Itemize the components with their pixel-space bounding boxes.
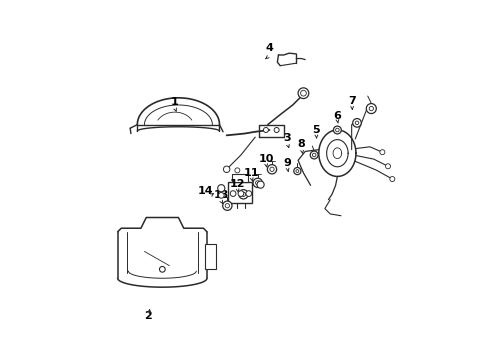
Text: 3: 3 xyxy=(283,133,290,143)
Bar xyxy=(205,244,216,269)
Circle shape xyxy=(312,153,315,157)
Circle shape xyxy=(245,191,251,197)
Text: 4: 4 xyxy=(265,43,273,53)
Circle shape xyxy=(293,167,300,175)
Circle shape xyxy=(366,104,376,113)
Circle shape xyxy=(263,127,268,132)
Circle shape xyxy=(335,128,339,132)
Circle shape xyxy=(300,90,305,96)
Circle shape xyxy=(352,118,361,127)
Text: 11: 11 xyxy=(244,168,259,178)
Circle shape xyxy=(269,167,274,171)
Text: 13: 13 xyxy=(213,190,228,200)
Bar xyxy=(231,174,247,182)
Circle shape xyxy=(309,151,317,159)
Circle shape xyxy=(253,178,262,188)
Circle shape xyxy=(368,107,373,111)
Circle shape xyxy=(225,203,229,208)
Text: 5: 5 xyxy=(311,125,319,135)
Text: 8: 8 xyxy=(297,139,305,149)
Circle shape xyxy=(222,201,231,210)
Text: 2: 2 xyxy=(144,311,152,321)
Circle shape xyxy=(238,190,247,199)
Circle shape xyxy=(257,181,264,188)
Circle shape xyxy=(354,121,358,125)
Circle shape xyxy=(218,193,224,198)
Circle shape xyxy=(238,191,244,197)
Circle shape xyxy=(255,181,259,185)
Circle shape xyxy=(274,127,279,132)
Circle shape xyxy=(295,170,298,172)
Circle shape xyxy=(241,192,245,197)
Circle shape xyxy=(298,88,308,99)
Text: 14: 14 xyxy=(197,186,213,197)
Circle shape xyxy=(230,191,235,197)
Circle shape xyxy=(217,185,224,192)
Text: 10: 10 xyxy=(258,154,273,163)
Circle shape xyxy=(234,168,240,173)
Circle shape xyxy=(379,150,384,155)
Circle shape xyxy=(385,164,390,169)
Text: 9: 9 xyxy=(283,158,291,168)
Bar xyxy=(228,182,251,203)
Text: 7: 7 xyxy=(347,96,355,107)
Circle shape xyxy=(333,126,341,134)
Circle shape xyxy=(389,176,394,181)
Circle shape xyxy=(223,166,229,172)
Text: 12: 12 xyxy=(229,179,244,189)
Text: 1: 1 xyxy=(171,97,178,107)
Circle shape xyxy=(267,165,276,174)
Circle shape xyxy=(159,266,165,272)
Text: 6: 6 xyxy=(333,111,341,121)
